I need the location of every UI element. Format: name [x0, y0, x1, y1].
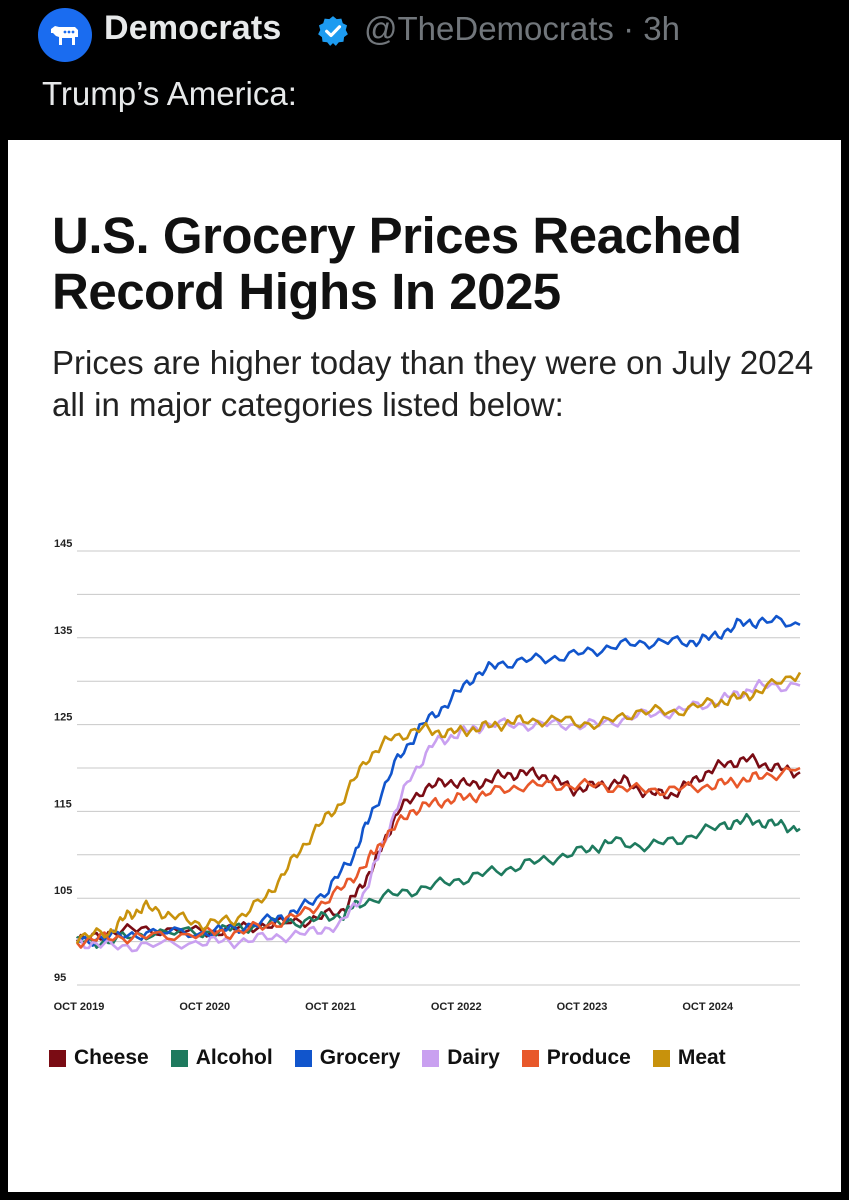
x-tick-label: OCT 2022	[431, 1001, 482, 1013]
legend-swatch	[422, 1049, 440, 1067]
y-tick-label: 95	[54, 972, 66, 984]
legend-label: Alcohol	[195, 1046, 273, 1069]
chart-legend: Cheese Alcohol Grocery Dairy Produce Meat	[49, 1046, 748, 1070]
y-tick-label: 135	[54, 625, 72, 637]
series-line-grocery	[76, 614, 801, 947]
series-layer	[75, 614, 802, 953]
series-line-alcohol	[75, 812, 801, 949]
legend-swatch	[652, 1049, 670, 1067]
series-line-meat	[75, 671, 802, 944]
legend-label: Meat	[677, 1046, 726, 1069]
legend-item-meat: Meat	[652, 1046, 726, 1070]
legend-item-alcohol: Alcohol	[170, 1046, 273, 1070]
tweet-text: Trump’s America:	[42, 75, 297, 112]
legend-item-grocery: Grocery	[294, 1046, 401, 1070]
legend-item-produce: Produce	[521, 1046, 631, 1070]
chart-subhead: Prices are higher today than they were o…	[52, 344, 814, 423]
handle-and-time[interactable]: @TheDemocrats · 3h	[364, 10, 680, 47]
y-tick-label: 125	[54, 712, 72, 724]
x-tick-label: OCT 2019	[54, 1001, 105, 1013]
legend-swatch	[49, 1049, 66, 1067]
legend-swatch	[170, 1049, 188, 1067]
y-tick-labels: 95 105 115 125 135 145	[54, 538, 72, 984]
verified-badge-icon	[318, 16, 348, 46]
y-tick-label: 105	[54, 885, 72, 897]
donkey-logo-icon	[51, 26, 78, 45]
legend-label: Grocery	[319, 1046, 401, 1069]
legend-swatch	[294, 1049, 312, 1067]
series-line-dairy	[76, 678, 801, 953]
legend-swatch	[521, 1049, 539, 1067]
legend-label: Produce	[546, 1046, 631, 1069]
x-tick-labels: OCT 2019 OCT 2020 OCT 2021 OCT 2022 OCT 2023…	[54, 1001, 734, 1013]
image-card[interactable]: U.S. Grocery Prices Reached Record Highs…	[8, 140, 841, 1192]
chart-headline: U.S. Grocery Prices Reached Record Highs…	[52, 207, 742, 320]
legend-item-cheese: Cheese	[49, 1046, 149, 1070]
x-tick-label: OCT 2021	[305, 1001, 356, 1013]
grid-layer	[77, 550, 800, 986]
y-tick-label: 115	[54, 798, 72, 810]
legend-label: Cheese	[74, 1046, 149, 1069]
legend-label: Dairy	[447, 1046, 500, 1069]
x-tick-label: OCT 2023	[557, 1001, 608, 1013]
y-tick-label: 145	[54, 538, 72, 550]
tweet-header: Democrats @TheDemocrats · 3h Trump’s Ame…	[0, 0, 849, 140]
author-name[interactable]: Democrats	[104, 9, 282, 47]
x-tick-label: OCT 2024	[682, 1001, 734, 1013]
avatar[interactable]	[38, 8, 92, 62]
x-tick-label: OCT 2020	[179, 1001, 230, 1013]
legend-item-dairy: Dairy	[422, 1046, 500, 1070]
series-line-cheese	[75, 753, 801, 943]
series-line-produce	[75, 766, 801, 949]
